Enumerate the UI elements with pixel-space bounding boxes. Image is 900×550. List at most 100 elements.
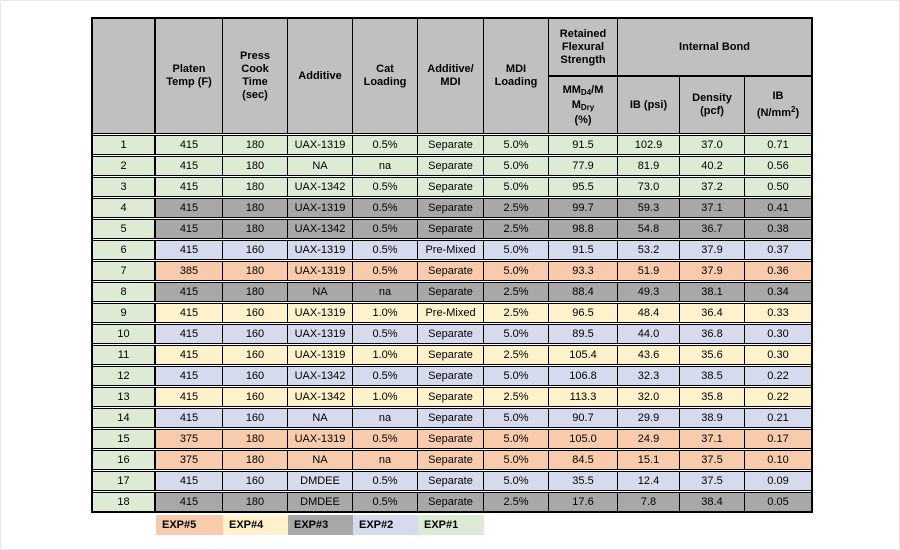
cell-row-number: 18 [93, 493, 156, 511]
cell-density: 36.8 [680, 325, 745, 343]
cell-platen-temp: 415 [156, 304, 223, 322]
cell-platen-temp: 385 [156, 262, 223, 280]
table-row: 5 415 180 UAX-1342 0.5% Separate 2.5% 98.8 54.8 3… [93, 217, 811, 238]
cell-platen-temp: 415 [156, 157, 223, 175]
table-row: 15 375 180 UAX-1319 0.5% Separate 5.0% 105.0 24.… [93, 427, 811, 448]
cell-retained-flexural: 84.5 [549, 451, 618, 469]
cell-ib-psi: 102.9 [618, 136, 680, 154]
legend-item-exp5: EXP#5 [156, 515, 223, 535]
cell-cat-loading: na [353, 283, 418, 301]
cell-retained-flexural: 17.6 [549, 493, 618, 511]
experiment-color-legend: EXP#5 EXP#4 EXP#3 EXP#2 EXP#1 [156, 515, 813, 535]
cell-ib-psi: 73.0 [618, 178, 680, 196]
col-header-additive: Additive [288, 19, 353, 133]
cell-platen-temp: 415 [156, 178, 223, 196]
cell-cat-loading: 0.5% [353, 136, 418, 154]
table-row: 6 415 160 UAX-1319 0.5% Pre-Mixed 5.0% 91.5 53.2… [93, 238, 811, 259]
cell-platen-temp: 415 [156, 136, 223, 154]
cell-platen-temp: 415 [156, 199, 223, 217]
cell-additive-mdi: Separate [418, 472, 484, 490]
cell-ib-nmm2: 0.37 [745, 241, 811, 259]
cell-ib-psi: 15.1 [618, 451, 680, 469]
cell-row-number: 11 [93, 346, 156, 364]
experiment-table: Platen Temp (F) Press Cook Time (sec) Ad… [91, 17, 813, 513]
cell-retained-flexural: 77.9 [549, 157, 618, 175]
cell-additive: DMDEE [288, 493, 353, 511]
cell-ib-psi: 32.0 [618, 388, 680, 406]
table-row: 11 415 160 UAX-1319 1.0% Separate 2.5% 105.4 43.… [93, 343, 811, 364]
cell-cat-loading: 0.5% [353, 220, 418, 238]
cell-additive-mdi: Separate [418, 220, 484, 238]
cell-additive: UAX-1342 [288, 367, 353, 385]
cell-additive: UAX-1319 [288, 325, 353, 343]
cell-row-number: 6 [93, 241, 156, 259]
table-row: 8 415 180 NA na Separate 2.5% 88.4 49.3 38.1 0.34 [93, 280, 811, 301]
cell-mdi-loading: 5.0% [484, 136, 549, 154]
table-row: 16 375 180 NA na Separate 5.0% 84.5 15.1 37.5 0.10 [93, 448, 811, 469]
cell-press-cook-time: 180 [223, 430, 288, 448]
cell-press-cook-time: 180 [223, 451, 288, 469]
cell-ib-nmm2: 0.21 [745, 409, 811, 427]
cell-platen-temp: 415 [156, 220, 223, 238]
cell-density: 37.1 [680, 199, 745, 217]
cell-press-cook-time: 180 [223, 283, 288, 301]
cell-platen-temp: 375 [156, 430, 223, 448]
cell-additive-mdi: Separate [418, 451, 484, 469]
cell-additive-mdi: Separate [418, 430, 484, 448]
cell-additive: UAX-1342 [288, 388, 353, 406]
cell-cat-loading: na [353, 409, 418, 427]
cell-additive: UAX-1319 [288, 136, 353, 154]
cell-platen-temp: 415 [156, 367, 223, 385]
cell-density: 38.4 [680, 493, 745, 511]
cell-additive-mdi: Separate [418, 367, 484, 385]
cell-additive-mdi: Pre-Mixed [418, 304, 484, 322]
cell-density: 36.7 [680, 220, 745, 238]
cell-ib-psi: 59.3 [618, 199, 680, 217]
col-group-internal-bond: Internal Bond IB (psi) Density (pcf) IB … [618, 19, 811, 133]
cell-press-cook-time: 180 [223, 220, 288, 238]
cell-retained-flexural: 98.8 [549, 220, 618, 238]
cell-ib-psi: 53.2 [618, 241, 680, 259]
mm-ratio-line3: (%) [574, 113, 592, 126]
cell-row-number: 7 [93, 262, 156, 280]
table-row: 7 385 180 UAX-1319 0.5% Separate 5.0% 93.3 51.9 3… [93, 259, 811, 280]
cell-row-number: 9 [93, 304, 156, 322]
cell-additive-mdi: Separate [418, 262, 484, 280]
cell-additive: UAX-1319 [288, 199, 353, 217]
cell-row-number: 15 [93, 430, 156, 448]
cell-row-number: 14 [93, 409, 156, 427]
cell-retained-flexural: 99.7 [549, 199, 618, 217]
cell-additive-mdi: Pre-Mixed [418, 241, 484, 259]
cell-ib-nmm2: 0.05 [745, 493, 811, 511]
cell-platen-temp: 415 [156, 493, 223, 511]
cell-ib-psi: 24.9 [618, 430, 680, 448]
col-header-cat-loading: Cat Loading [353, 19, 418, 133]
cell-ib-nmm2: 0.34 [745, 283, 811, 301]
col-header-mm-ratio: MMD4/M MDry (%) [562, 83, 604, 126]
table-body: 1 415 180 UAX-1319 0.5% Separate 5.0% 91.5 102.9… [93, 133, 811, 511]
cell-platen-temp: 415 [156, 388, 223, 406]
cell-mdi-loading: 2.5% [484, 346, 549, 364]
cell-platen-temp: 415 [156, 283, 223, 301]
cell-density: 37.9 [680, 262, 745, 280]
cell-mdi-loading: 5.0% [484, 409, 549, 427]
cell-cat-loading: 0.5% [353, 325, 418, 343]
table-row: 12 415 160 UAX-1342 0.5% Separate 5.0% 106.8 32.… [93, 364, 811, 385]
cell-ib-nmm2: 0.33 [745, 304, 811, 322]
cell-additive-mdi: Separate [418, 136, 484, 154]
cell-row-number: 8 [93, 283, 156, 301]
cell-additive-mdi: Separate [418, 157, 484, 175]
cell-mdi-loading: 2.5% [484, 388, 549, 406]
cell-row-number: 5 [93, 220, 156, 238]
cell-mdi-loading: 2.5% [484, 283, 549, 301]
cell-density: 38.1 [680, 283, 745, 301]
cell-press-cook-time: 160 [223, 367, 288, 385]
cell-mdi-loading: 2.5% [484, 199, 549, 217]
cell-mdi-loading: 2.5% [484, 493, 549, 511]
cell-additive: UAX-1342 [288, 220, 353, 238]
cell-press-cook-time: 160 [223, 304, 288, 322]
mm-ratio-sub-dry: Dry [580, 102, 595, 112]
cell-ib-nmm2: 0.71 [745, 136, 811, 154]
cell-ib-nmm2: 0.56 [745, 157, 811, 175]
table-row: 13 415 160 UAX-1342 1.0% Separate 2.5% 113.3 32.… [93, 385, 811, 406]
